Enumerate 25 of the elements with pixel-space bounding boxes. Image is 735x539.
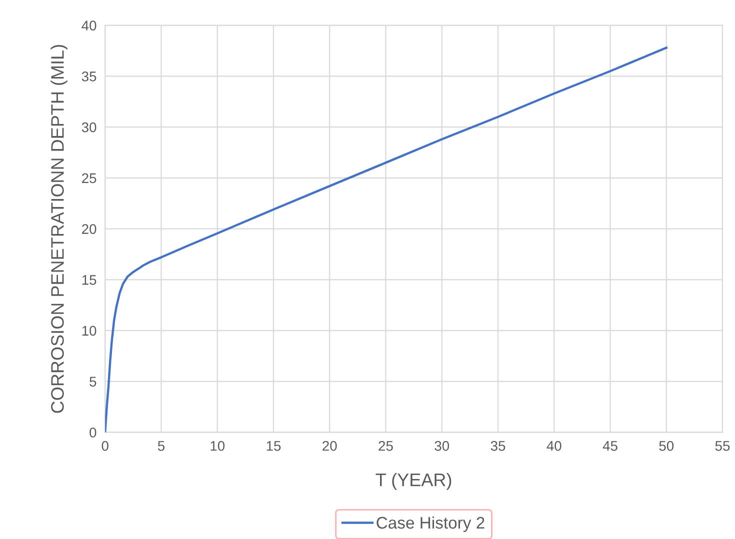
y-tick-label: 15 xyxy=(82,275,96,285)
x-tick-label: 45 xyxy=(602,441,618,451)
x-tick-label: 55 xyxy=(715,441,730,451)
x-tick-label: 0 xyxy=(102,440,108,451)
x-tick-label: 25 xyxy=(378,440,393,451)
y-tick-label: 20 xyxy=(82,224,96,234)
x-tick-label: 15 xyxy=(266,441,281,451)
y-tick-label: 25 xyxy=(82,173,96,184)
y-tick-label: 40 xyxy=(82,20,96,30)
x-tick-label: 50 xyxy=(659,440,674,451)
y-tick-label: 30 xyxy=(82,122,96,132)
x-tick-label: 40 xyxy=(546,440,562,451)
line-series xyxy=(105,46,668,432)
x-tick-label: 30 xyxy=(434,440,450,451)
y-axis-title: CORROSION PENETRATIONN DEPTH (MIL) xyxy=(50,45,68,413)
x-axis-title: T (YEAR) xyxy=(376,473,452,490)
x-tick-label: 5 xyxy=(158,441,165,451)
y-tick-label: 5 xyxy=(90,376,96,387)
legend-label: Case History 2 xyxy=(376,516,484,532)
x-tick-label: 20 xyxy=(322,440,337,451)
y-tick-label: 10 xyxy=(82,326,96,336)
y-tick-label: 0 xyxy=(90,428,96,438)
y-tick-label: 35 xyxy=(82,72,96,82)
x-tick-label: 10 xyxy=(210,440,225,451)
x-tick-label: 35 xyxy=(490,440,506,451)
